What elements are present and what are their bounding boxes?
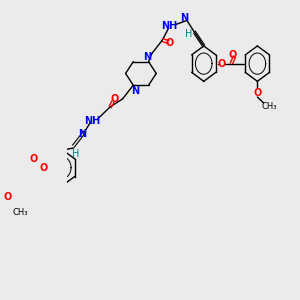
Text: CH₃: CH₃ — [262, 102, 278, 111]
Text: H: H — [185, 29, 193, 39]
Text: O: O — [253, 88, 262, 98]
Text: H: H — [72, 149, 80, 159]
Text: O: O — [40, 163, 48, 173]
Text: CH₃: CH₃ — [13, 208, 28, 217]
Text: O: O — [4, 192, 12, 202]
Text: O: O — [229, 50, 237, 60]
Text: O: O — [217, 58, 226, 69]
Text: N: N — [181, 14, 189, 23]
Text: O: O — [111, 94, 119, 104]
Text: O: O — [29, 154, 38, 164]
Text: O: O — [166, 38, 174, 48]
Text: NH: NH — [161, 21, 177, 31]
Text: N: N — [143, 52, 151, 62]
Text: NH: NH — [84, 116, 100, 126]
Text: N: N — [78, 129, 86, 139]
Text: N: N — [131, 86, 139, 96]
